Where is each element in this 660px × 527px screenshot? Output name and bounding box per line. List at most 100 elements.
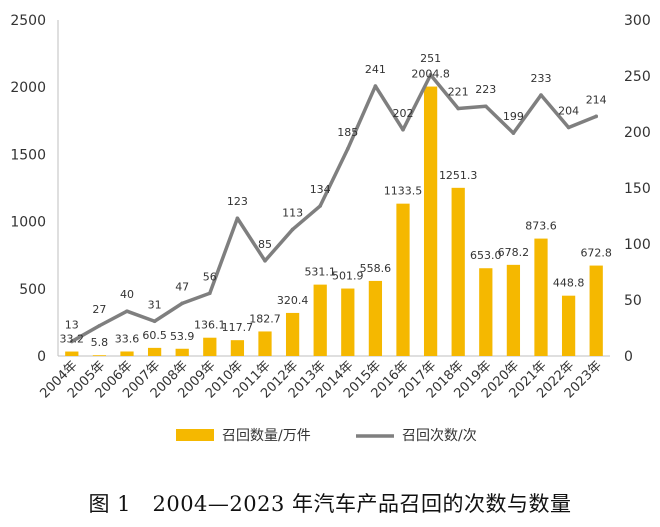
bar-data-label: 136.1 (194, 319, 226, 332)
line-data-label: 47 (175, 280, 189, 293)
bar-data-label: 531.1 (304, 266, 336, 279)
bar (589, 265, 603, 356)
bar-data-label: 33.6 (115, 332, 140, 345)
bar (230, 340, 245, 356)
y-left-tick-label: 0 (37, 349, 46, 365)
line-point (484, 104, 488, 109)
line-point (125, 309, 129, 314)
figure-caption: 图 1 2004—2023 年汽车产品召回的次数与数量 (88, 492, 572, 516)
line-data-label: 199 (503, 110, 524, 123)
line-point (539, 93, 543, 97)
y-right-tick-label: 200 (624, 125, 651, 141)
line-data-label: 85 (258, 238, 272, 251)
line-data-label: 204 (558, 105, 579, 118)
bar-data-label: 653.0 (470, 249, 502, 262)
y-left-tick-label: 2000 (10, 80, 46, 96)
y-left-tick-label: 2500 (10, 13, 46, 29)
bar-data-label: 33.2 (60, 333, 85, 346)
legend-label-line: 召回次数/次 (402, 428, 477, 444)
line-data-label: 113 (282, 206, 303, 219)
bar-data-label: 448.8 (553, 277, 585, 290)
line-point (208, 291, 212, 296)
y-left-tick-label: 1500 (10, 147, 46, 163)
bar (423, 86, 438, 357)
bar-data-label: 558.6 (360, 262, 392, 275)
line-point (97, 323, 102, 328)
line-point (456, 106, 461, 111)
bar-data-label: 182.7 (249, 312, 281, 325)
bar-data-label: 1251.3 (439, 169, 478, 182)
line-data-label: 202 (393, 107, 414, 120)
line-point (346, 147, 350, 151)
y-right-tick-label: 0 (624, 349, 633, 365)
bar (203, 337, 217, 356)
y-right-tick-label: 50 (624, 293, 642, 309)
bar-data-label: 672.8 (580, 247, 612, 260)
bar (175, 348, 189, 356)
bar-data-label: 501.9 (332, 270, 364, 283)
bar (341, 288, 355, 356)
y-right-tick-label: 150 (624, 181, 651, 197)
bar (313, 284, 327, 356)
legend-label-bar: 召回数量/万件 (222, 428, 311, 444)
bar (120, 351, 134, 356)
line-point (511, 131, 516, 135)
bar-data-label: 5.8 (91, 336, 109, 349)
bar-data-label: 320.4 (277, 294, 309, 307)
bar (561, 295, 576, 356)
bar-data-label: 873.6 (525, 220, 557, 233)
bar (65, 351, 79, 356)
line-data-label: 221 (448, 85, 469, 98)
line-point (318, 204, 323, 208)
line-data-label: 31 (148, 298, 162, 311)
bar-data-label: 117.7 (222, 321, 254, 334)
combo-chart: 0 500 1000 1500 2000 2500 0 50 100 150 200 250 300 13… (10, 13, 651, 444)
line-series-recall-count (70, 73, 598, 344)
line-data-label: 13 (65, 318, 79, 331)
bar (285, 312, 300, 356)
legend-swatch-bar (176, 429, 214, 441)
line-point (70, 339, 74, 344)
bar (147, 347, 162, 356)
line-data-label: 214 (586, 93, 607, 106)
y-left-tick-label: 500 (19, 282, 46, 298)
bar (451, 187, 465, 356)
bar-data-label: 678.2 (498, 246, 530, 259)
line-point (428, 73, 433, 77)
bar (92, 355, 107, 357)
line-data-label: 241 (365, 63, 386, 76)
line-point (401, 127, 405, 132)
y-right-tick-label: 100 (624, 237, 651, 253)
line-point (263, 259, 267, 263)
line-data-label: 233 (531, 72, 552, 85)
y-right-tick-label: 300 (624, 13, 651, 29)
line-data-label: 134 (310, 183, 331, 196)
bar (534, 238, 548, 356)
line-data-label: 223 (475, 83, 496, 96)
line-point (594, 114, 598, 119)
line-point (235, 216, 240, 221)
bar (368, 280, 383, 356)
line-data-label: 185 (337, 126, 358, 139)
bar (506, 264, 521, 356)
y-right-tick-label: 250 (624, 69, 651, 85)
line-point (566, 125, 571, 130)
bar (396, 203, 410, 356)
line-data-label: 27 (92, 303, 106, 316)
line-data-label: 251 (420, 52, 441, 65)
bar-data-label: 60.5 (142, 329, 167, 342)
line-point (373, 84, 378, 88)
line-point (152, 319, 157, 324)
line-data-label: 123 (227, 195, 248, 208)
bar (258, 331, 272, 356)
y-left-tick-label: 1000 (10, 215, 46, 231)
line-data-label: 40 (120, 288, 134, 301)
bar (479, 268, 493, 356)
line-point (180, 301, 184, 306)
bar-data-label: 2004.8 (411, 68, 450, 81)
bar-data-label: 1133.5 (384, 185, 423, 198)
line-data-label: 56 (203, 270, 217, 283)
bar-data-label: 53.9 (170, 330, 195, 343)
line-point (290, 227, 295, 232)
